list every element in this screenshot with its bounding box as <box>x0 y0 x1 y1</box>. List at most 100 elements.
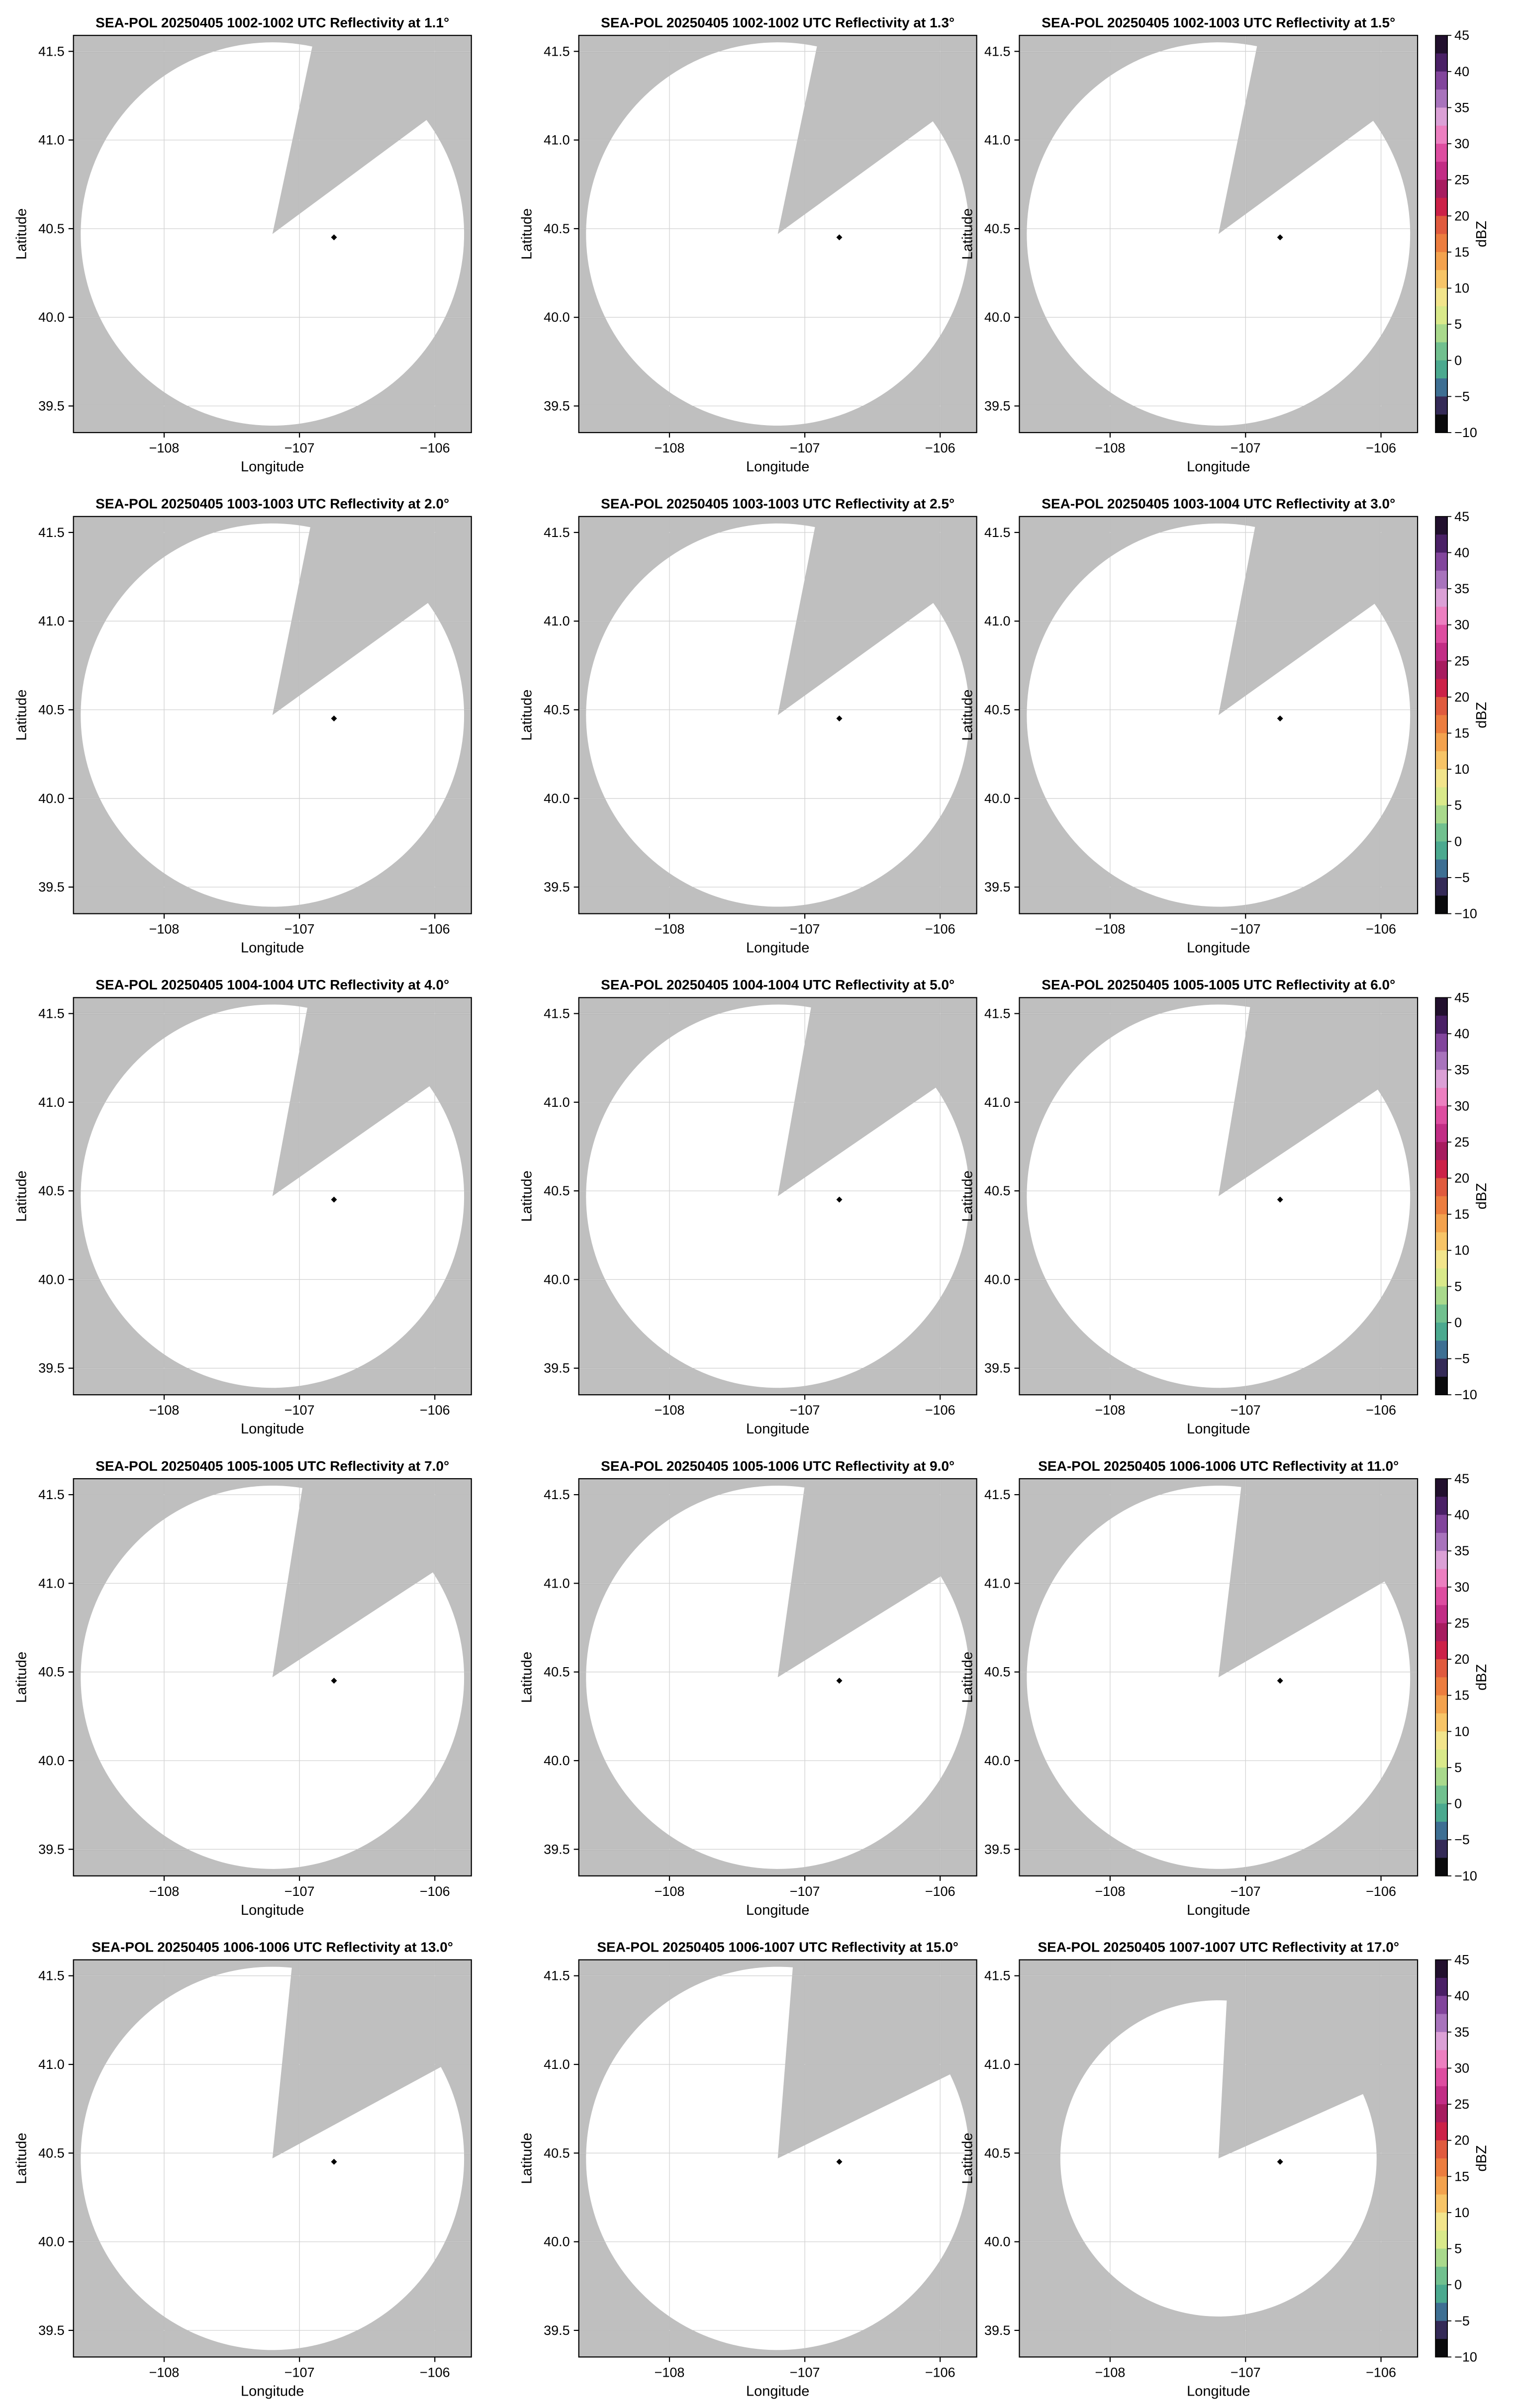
svg-text:20: 20 <box>1454 690 1469 705</box>
svg-text:20: 20 <box>1454 2133 1469 2148</box>
svg-text:40.0: 40.0 <box>38 1272 65 1287</box>
svg-text:dBZ: dBZ <box>1474 221 1490 247</box>
svg-text:40.5: 40.5 <box>984 1665 1011 1680</box>
svg-text:Latitude: Latitude <box>14 2133 30 2184</box>
svg-text:Longitude: Longitude <box>1187 940 1250 956</box>
svg-text:41.5: 41.5 <box>544 525 570 540</box>
svg-text:41.0: 41.0 <box>544 2057 570 2072</box>
svg-text:−107: −107 <box>790 441 820 455</box>
svg-text:39.5: 39.5 <box>38 399 65 414</box>
svg-text:39.5: 39.5 <box>544 399 570 414</box>
svg-text:SEA-POL 20250405 1005-1006 UTC: SEA-POL 20250405 1005-1006 UTC Reflectiv… <box>601 1458 954 1474</box>
svg-text:15: 15 <box>1454 1688 1469 1703</box>
svg-text:41.0: 41.0 <box>38 614 65 628</box>
svg-text:40.5: 40.5 <box>544 703 570 717</box>
svg-text:−106: −106 <box>1366 922 1396 937</box>
svg-text:−107: −107 <box>284 922 315 937</box>
svg-text:41.5: 41.5 <box>38 1006 65 1021</box>
svg-text:40.5: 40.5 <box>544 221 570 236</box>
svg-text:41.5: 41.5 <box>544 1968 570 1983</box>
svg-text:SEA-POL 20250405 1005-1005 UTC: SEA-POL 20250405 1005-1005 UTC Reflectiv… <box>1042 977 1395 992</box>
svg-text:20: 20 <box>1454 1171 1469 1186</box>
svg-text:30: 30 <box>1454 1580 1469 1595</box>
svg-text:−108: −108 <box>1095 2365 1126 2380</box>
svg-text:Latitude: Latitude <box>519 1652 535 1703</box>
svg-text:−107: −107 <box>284 2365 315 2380</box>
svg-text:Longitude: Longitude <box>241 459 304 475</box>
svg-text:−5: −5 <box>1454 870 1470 885</box>
svg-text:40.5: 40.5 <box>544 2145 570 2160</box>
svg-text:41.0: 41.0 <box>544 1095 570 1110</box>
svg-text:40.5: 40.5 <box>38 703 65 717</box>
svg-text:41.5: 41.5 <box>984 1968 1011 1983</box>
svg-text:35: 35 <box>1454 2025 1469 2040</box>
svg-text:−107: −107 <box>284 441 315 455</box>
svg-text:−10: −10 <box>1454 1869 1477 1883</box>
svg-text:−5: −5 <box>1454 1832 1470 1847</box>
svg-text:40: 40 <box>1454 545 1469 560</box>
svg-text:10: 10 <box>1454 1243 1469 1258</box>
svg-text:−107: −107 <box>790 2365 820 2380</box>
svg-text:41.0: 41.0 <box>38 1576 65 1591</box>
svg-text:−106: −106 <box>925 1403 955 1418</box>
svg-text:0: 0 <box>1454 1315 1462 1330</box>
svg-text:Longitude: Longitude <box>241 2383 304 2399</box>
svg-text:Latitude: Latitude <box>14 208 30 260</box>
svg-text:10: 10 <box>1454 281 1469 296</box>
svg-text:−107: −107 <box>790 1403 820 1418</box>
svg-text:41.5: 41.5 <box>544 1487 570 1502</box>
svg-text:41.0: 41.0 <box>544 614 570 628</box>
svg-text:−106: −106 <box>925 441 955 455</box>
svg-text:10: 10 <box>1454 2205 1469 2220</box>
svg-text:35: 35 <box>1454 100 1469 115</box>
svg-text:40.5: 40.5 <box>38 1183 65 1198</box>
svg-text:40.0: 40.0 <box>544 2234 570 2249</box>
svg-text:40.5: 40.5 <box>38 1665 65 1680</box>
svg-text:−10: −10 <box>1454 425 1477 440</box>
svg-text:41.0: 41.0 <box>544 1576 570 1591</box>
svg-text:40.0: 40.0 <box>544 1753 570 1768</box>
svg-text:−108: −108 <box>1095 441 1126 455</box>
svg-text:SEA-POL 20250405 1006-1006 UTC: SEA-POL 20250405 1006-1006 UTC Reflectiv… <box>92 1939 453 1955</box>
svg-text:30: 30 <box>1454 136 1469 151</box>
svg-text:39.5: 39.5 <box>38 880 65 894</box>
svg-text:Latitude: Latitude <box>14 690 30 741</box>
svg-text:−5: −5 <box>1454 1351 1470 1366</box>
svg-text:SEA-POL 20250405 1002-1002 UTC: SEA-POL 20250405 1002-1002 UTC Reflectiv… <box>95 15 449 30</box>
svg-text:40: 40 <box>1454 1026 1469 1041</box>
svg-text:−106: −106 <box>420 922 450 937</box>
svg-text:40.5: 40.5 <box>544 1183 570 1198</box>
svg-text:Latitude: Latitude <box>960 1652 976 1703</box>
svg-text:41.5: 41.5 <box>984 44 1011 59</box>
svg-text:SEA-POL 20250405 1002-1002 UTC: SEA-POL 20250405 1002-1002 UTC Reflectiv… <box>601 15 954 30</box>
svg-text:39.5: 39.5 <box>984 399 1011 414</box>
svg-text:Longitude: Longitude <box>1187 459 1250 475</box>
svg-text:40.5: 40.5 <box>38 221 65 236</box>
svg-text:−5: −5 <box>1454 2314 1470 2328</box>
svg-text:Latitude: Latitude <box>519 208 535 260</box>
svg-text:SEA-POL 20250405 1002-1003 UTC: SEA-POL 20250405 1002-1003 UTC Reflectiv… <box>1042 15 1395 30</box>
svg-text:40.5: 40.5 <box>544 1665 570 1680</box>
svg-text:−108: −108 <box>655 1884 685 1899</box>
svg-text:0: 0 <box>1454 1796 1462 1811</box>
svg-text:Latitude: Latitude <box>14 1170 30 1222</box>
svg-text:39.5: 39.5 <box>984 880 1011 894</box>
svg-text:SEA-POL 20250405 1006-1007 UTC: SEA-POL 20250405 1006-1007 UTC Reflectiv… <box>597 1939 958 1955</box>
svg-text:40: 40 <box>1454 64 1469 79</box>
svg-text:35: 35 <box>1454 581 1469 596</box>
svg-text:20: 20 <box>1454 1652 1469 1667</box>
svg-text:Latitude: Latitude <box>960 1170 976 1222</box>
svg-text:41.0: 41.0 <box>38 1095 65 1110</box>
svg-text:0: 0 <box>1454 834 1462 849</box>
svg-text:−106: −106 <box>420 1884 450 1899</box>
svg-text:20: 20 <box>1454 208 1469 223</box>
svg-text:5: 5 <box>1454 1279 1462 1294</box>
svg-text:5: 5 <box>1454 2241 1462 2256</box>
svg-text:−108: −108 <box>655 441 685 455</box>
svg-text:41.0: 41.0 <box>984 1576 1011 1591</box>
svg-text:Longitude: Longitude <box>746 2383 809 2399</box>
svg-text:−106: −106 <box>1366 2365 1396 2380</box>
svg-text:41.5: 41.5 <box>984 1487 1011 1502</box>
svg-text:Longitude: Longitude <box>1187 1902 1250 1918</box>
svg-text:−107: −107 <box>1231 441 1261 455</box>
